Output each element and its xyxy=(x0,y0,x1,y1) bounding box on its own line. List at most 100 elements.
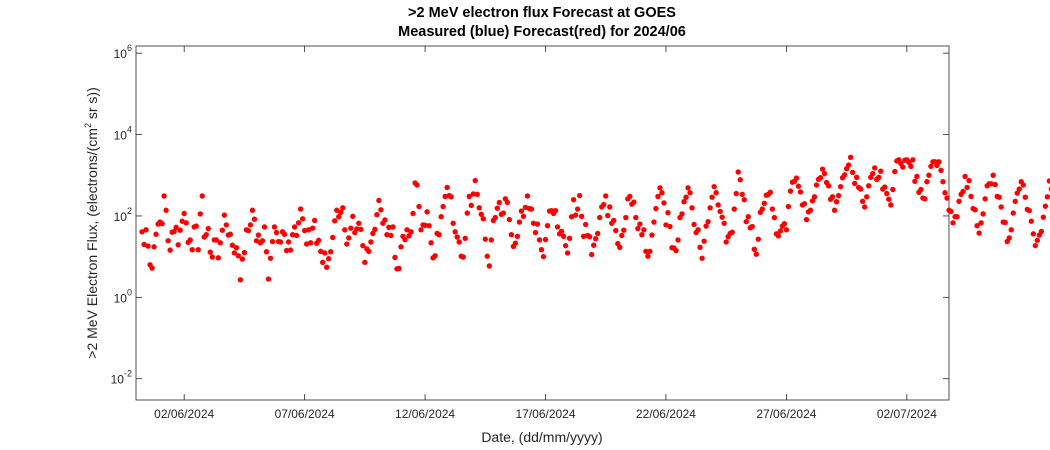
data-point xyxy=(1046,178,1050,184)
data-point xyxy=(699,255,705,261)
data-point xyxy=(536,237,543,243)
data-point xyxy=(193,223,199,229)
data-point xyxy=(534,221,541,227)
data-point xyxy=(207,249,213,255)
data-point xyxy=(414,182,420,188)
data-point xyxy=(922,196,928,202)
data-point xyxy=(448,194,454,200)
data-point xyxy=(633,214,639,221)
y-tick-exponent: 6 xyxy=(127,43,132,53)
data-point xyxy=(1038,228,1045,235)
data-point xyxy=(195,247,201,253)
data-point xyxy=(438,214,444,220)
data-point xyxy=(554,224,561,230)
data-point xyxy=(261,224,268,230)
data-point xyxy=(418,227,424,233)
data-point xyxy=(821,170,828,177)
data-points xyxy=(139,154,1050,283)
data-point xyxy=(163,207,169,213)
data-point xyxy=(849,169,856,176)
data-point xyxy=(307,240,314,246)
data-point xyxy=(504,199,511,206)
y-tick-base: 10 xyxy=(114,129,128,143)
y-tick-exponent: 0 xyxy=(127,287,132,297)
data-point xyxy=(432,253,438,259)
data-point xyxy=(570,196,577,203)
data-point xyxy=(319,259,326,266)
data-point xyxy=(221,212,228,218)
data-point xyxy=(348,225,354,231)
data-point xyxy=(342,227,348,233)
data-point xyxy=(143,227,149,233)
data-point xyxy=(900,164,906,170)
x-tick-label: 12/06/2024 xyxy=(395,407,455,421)
data-point xyxy=(358,226,364,233)
data-point xyxy=(424,209,430,215)
data-point xyxy=(833,199,840,205)
data-point xyxy=(914,173,920,180)
data-point xyxy=(336,214,342,220)
data-point xyxy=(619,232,625,239)
data-point xyxy=(841,172,848,178)
data-point xyxy=(1020,182,1026,188)
data-point xyxy=(731,206,737,212)
data-point xyxy=(532,229,539,236)
data-point xyxy=(281,231,288,237)
data-point xyxy=(940,179,946,185)
data-point xyxy=(870,170,876,177)
data-point xyxy=(998,204,1004,210)
data-point xyxy=(667,223,673,230)
data-point xyxy=(153,231,159,237)
data-point xyxy=(621,227,627,233)
data-point xyxy=(520,213,527,220)
x-tick-label: 22/06/2024 xyxy=(636,407,696,421)
data-point xyxy=(235,253,242,259)
data-point xyxy=(450,220,456,226)
data-point xyxy=(673,247,679,254)
data-point xyxy=(685,185,691,191)
data-point xyxy=(864,194,870,200)
data-point xyxy=(687,190,693,196)
data-point xyxy=(426,223,432,229)
data-point xyxy=(741,196,747,203)
data-point xyxy=(334,207,340,213)
data-point xyxy=(851,180,858,187)
data-point xyxy=(586,234,593,240)
data-point xyxy=(287,247,294,253)
data-point xyxy=(859,198,866,204)
data-point xyxy=(213,237,219,243)
data-point xyxy=(1030,231,1037,237)
data-point xyxy=(215,255,221,261)
data-point xyxy=(167,247,173,253)
data-point xyxy=(580,233,587,239)
y-tick-label: 10-2 xyxy=(111,369,132,387)
data-point xyxy=(793,175,800,181)
data-point xyxy=(759,206,766,212)
data-point xyxy=(370,230,376,237)
data-point xyxy=(582,221,589,228)
data-point xyxy=(558,228,565,235)
data-point xyxy=(330,234,336,241)
data-point xyxy=(996,194,1002,200)
y-tick-base: 10 xyxy=(114,47,128,61)
data-point xyxy=(675,237,681,243)
data-point xyxy=(755,236,761,242)
data-point xyxy=(948,208,954,215)
data-point xyxy=(801,201,808,207)
data-point xyxy=(253,238,260,244)
data-point xyxy=(231,250,238,256)
data-point xyxy=(661,200,667,206)
data-point xyxy=(890,186,896,193)
data-point xyxy=(514,233,521,239)
data-point xyxy=(466,193,472,200)
data-point xyxy=(964,184,970,191)
data-point xyxy=(857,186,864,192)
data-point xyxy=(819,166,826,172)
data-point xyxy=(655,193,661,200)
data-point xyxy=(982,196,988,202)
data-point xyxy=(892,168,898,175)
x-tick-label: 27/06/2024 xyxy=(756,407,816,421)
x-axis-label: Date, (dd/mm/yyyy) xyxy=(481,429,602,445)
data-point xyxy=(524,193,531,199)
data-point xyxy=(783,227,790,233)
